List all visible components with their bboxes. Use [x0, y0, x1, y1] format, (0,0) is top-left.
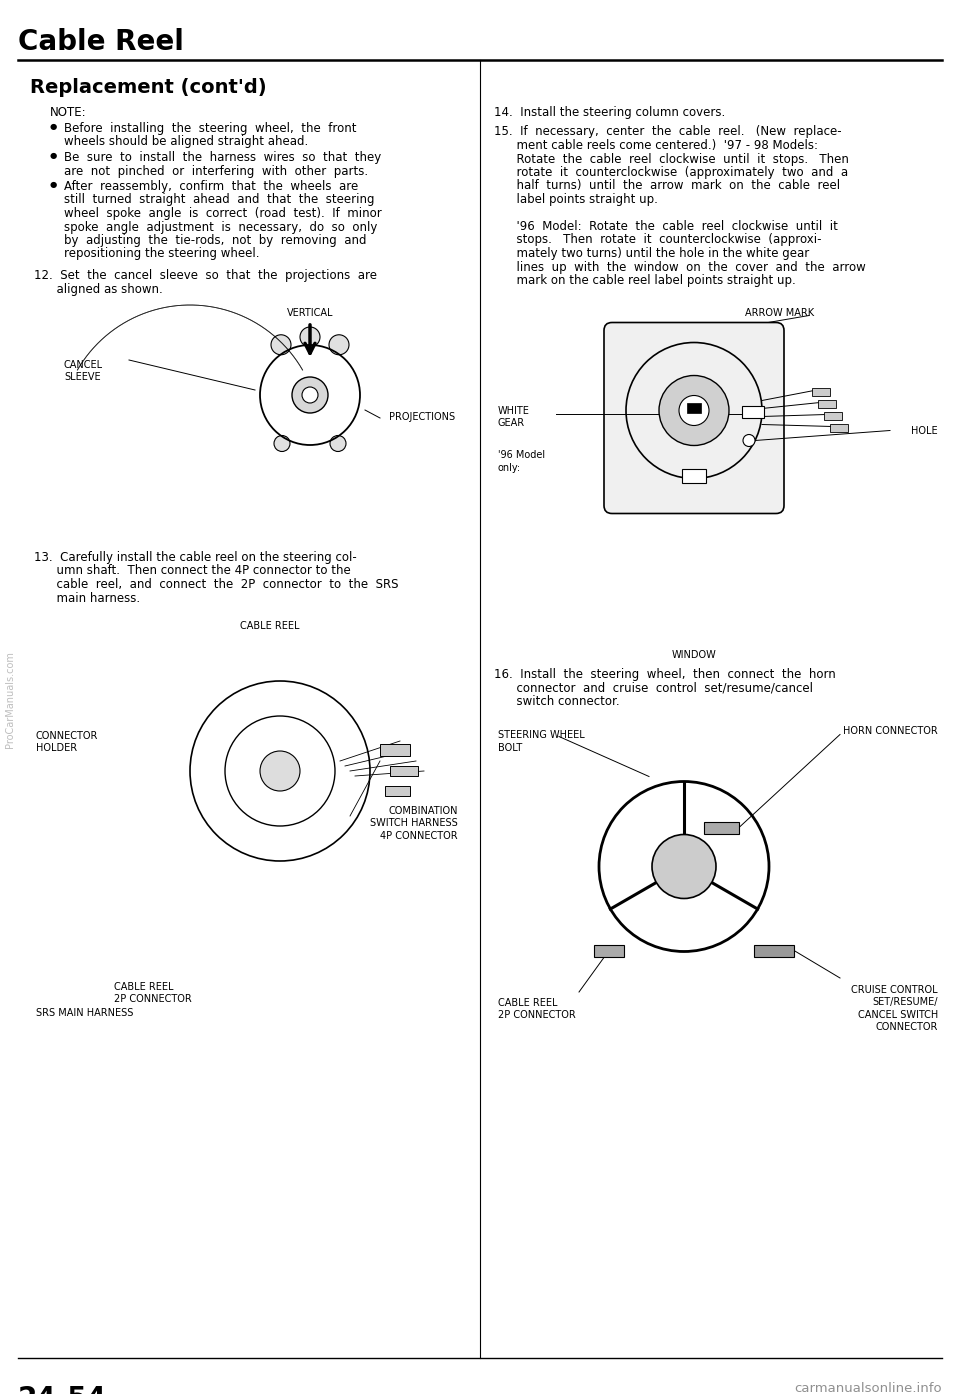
Text: SRS MAIN HARNESS: SRS MAIN HARNESS	[36, 1008, 133, 1018]
Text: 24-54: 24-54	[18, 1386, 108, 1394]
Text: cable  reel,  and  connect  the  2P  connector  to  the  SRS: cable reel, and connect the 2P connector…	[34, 579, 398, 591]
Text: lines  up  with  the  window  on  the  cover  and  the  arrow: lines up with the window on the cover an…	[494, 261, 866, 273]
Circle shape	[330, 435, 346, 452]
Text: carmanualsonline.info: carmanualsonline.info	[794, 1381, 942, 1394]
Bar	[687, 403, 701, 413]
Text: CABLE REEL
2P CONNECTOR: CABLE REEL 2P CONNECTOR	[114, 981, 192, 1005]
Text: mately two turns) until the hole in the white gear: mately two turns) until the hole in the …	[494, 247, 809, 261]
Text: repositioning the steering wheel.: repositioning the steering wheel.	[64, 248, 259, 261]
Text: HORN CONNECTOR: HORN CONNECTOR	[843, 726, 938, 736]
Circle shape	[260, 751, 300, 790]
Text: PROJECTIONS: PROJECTIONS	[389, 413, 455, 422]
Text: CONNECTOR
HOLDER: CONNECTOR HOLDER	[36, 730, 98, 753]
FancyBboxPatch shape	[604, 322, 784, 513]
Text: switch connector.: switch connector.	[494, 696, 619, 708]
Text: ment cable reels come centered.)  '97 - 98 Models:: ment cable reels come centered.) '97 - 9…	[494, 139, 818, 152]
Text: Cable Reel: Cable Reel	[18, 28, 184, 56]
Bar	[830, 424, 848, 432]
Text: ●: ●	[50, 180, 58, 190]
Text: VERTICAL: VERTICAL	[287, 308, 333, 318]
Text: '96 Model
only:: '96 Model only:	[498, 450, 545, 473]
Text: ProCarManuals.com: ProCarManuals.com	[5, 651, 15, 749]
Text: NOTE:: NOTE:	[50, 106, 86, 118]
Circle shape	[302, 388, 318, 403]
Text: connector  and  cruise  control  set/resume/cancel: connector and cruise control set/resume/…	[494, 682, 813, 694]
Text: Replacement (cont'd): Replacement (cont'd)	[30, 78, 267, 98]
Circle shape	[659, 375, 729, 446]
Bar	[490, 717, 930, 1040]
Text: wheels should be aligned straight ahead.: wheels should be aligned straight ahead.	[64, 135, 308, 149]
Text: 15.  If  necessary,  center  the  cable  reel.   (New  replace-: 15. If necessary, center the cable reel.…	[494, 125, 842, 138]
Text: by  adjusting  the  tie-rods,  not  by  removing  and: by adjusting the tie-rods, not by removi…	[64, 234, 367, 247]
Text: wheel  spoke  angle  is  correct  (road  test).  If  minor: wheel spoke angle is correct (road test)…	[64, 206, 382, 220]
Circle shape	[679, 396, 709, 425]
Text: WINDOW: WINDOW	[672, 650, 716, 659]
Text: umn shaft.  Then connect the 4P connector to the: umn shaft. Then connect the 4P connector…	[34, 565, 350, 577]
Circle shape	[652, 835, 716, 899]
Bar	[812, 388, 830, 396]
Circle shape	[271, 335, 291, 354]
Bar	[385, 786, 410, 796]
Circle shape	[300, 328, 320, 347]
Bar	[490, 296, 930, 659]
Circle shape	[274, 435, 290, 452]
Bar	[824, 411, 842, 420]
Text: After  reassembly,  confirm  that  the  wheels  are: After reassembly, confirm that the wheel…	[64, 180, 358, 192]
Circle shape	[329, 335, 349, 354]
Bar	[742, 406, 764, 417]
Text: CRUISE CONTROL
SET/RESUME/
CANCEL SWITCH
CONNECTOR: CRUISE CONTROL SET/RESUME/ CANCEL SWITCH…	[852, 986, 938, 1032]
Text: spoke  angle  adjustment  is  necessary,  do  so  only: spoke angle adjustment is necessary, do …	[64, 220, 377, 234]
Text: ARROW MARK: ARROW MARK	[745, 308, 814, 318]
Text: COMBINATION
SWITCH HARNESS
4P CONNECTOR: COMBINATION SWITCH HARNESS 4P CONNECTOR	[371, 806, 458, 841]
Bar	[390, 765, 418, 776]
Text: STEERING WHEEL
BOLT: STEERING WHEEL BOLT	[498, 730, 585, 753]
Circle shape	[743, 435, 755, 446]
Text: still  turned  straight  ahead  and  that  the  steering: still turned straight ahead and that the…	[64, 194, 374, 206]
Text: CABLE REEL
2P CONNECTOR: CABLE REEL 2P CONNECTOR	[498, 998, 576, 1020]
Bar	[754, 945, 794, 956]
Text: 16.  Install  the  steering  wheel,  then  connect  the  horn: 16. Install the steering wheel, then con…	[494, 668, 836, 682]
Circle shape	[292, 376, 328, 413]
Bar	[34, 611, 464, 1020]
Text: stops.   Then  rotate  it  counterclockwise  (approxi-: stops. Then rotate it counterclockwise (…	[494, 234, 822, 247]
Bar	[682, 468, 706, 482]
Text: 14.  Install the steering column covers.: 14. Install the steering column covers.	[494, 106, 725, 118]
Text: aligned as shown.: aligned as shown.	[34, 283, 163, 296]
Text: are  not  pinched  or  interfering  with  other  parts.: are not pinched or interfering with othe…	[64, 164, 368, 177]
Bar	[704, 821, 739, 834]
Text: '96  Model:  Rotate  the  cable  reel  clockwise  until  it: '96 Model: Rotate the cable reel clockwi…	[494, 220, 838, 233]
Text: Be  sure  to  install  the  harness  wires  so  that  they: Be sure to install the harness wires so …	[64, 151, 381, 164]
Text: half  turns)  until  the  arrow  mark  on  the  cable  reel: half turns) until the arrow mark on the …	[494, 180, 840, 192]
Bar	[818, 400, 836, 407]
Text: CANCEL
SLEEVE: CANCEL SLEEVE	[64, 360, 103, 382]
Text: rotate  it  counterclockwise  (approximately  two  and  a: rotate it counterclockwise (approximatel…	[494, 166, 848, 178]
Bar	[594, 945, 624, 956]
Text: 13.  Carefully install the cable reel on the steering col-: 13. Carefully install the cable reel on …	[34, 551, 357, 565]
Text: WHITE
GEAR: WHITE GEAR	[498, 406, 530, 428]
Text: Before  installing  the  steering  wheel,  the  front: Before installing the steering wheel, th…	[64, 123, 356, 135]
Text: HOLE: HOLE	[911, 425, 938, 435]
Text: main harness.: main harness.	[34, 591, 140, 605]
Text: mark on the cable reel label points straight up.: mark on the cable reel label points stra…	[494, 275, 796, 287]
Bar	[380, 744, 410, 756]
Text: label points straight up.: label points straight up.	[494, 192, 658, 206]
Text: Rotate  the  cable  reel  clockwise  until  it  stops.   Then: Rotate the cable reel clockwise until it…	[494, 152, 849, 166]
Text: CABLE REEL: CABLE REEL	[240, 620, 300, 631]
Text: ●: ●	[50, 123, 58, 131]
Text: 12.  Set  the  cancel  sleeve  so  that  the  projections  are: 12. Set the cancel sleeve so that the pr…	[34, 269, 377, 282]
Text: ●: ●	[50, 151, 58, 160]
